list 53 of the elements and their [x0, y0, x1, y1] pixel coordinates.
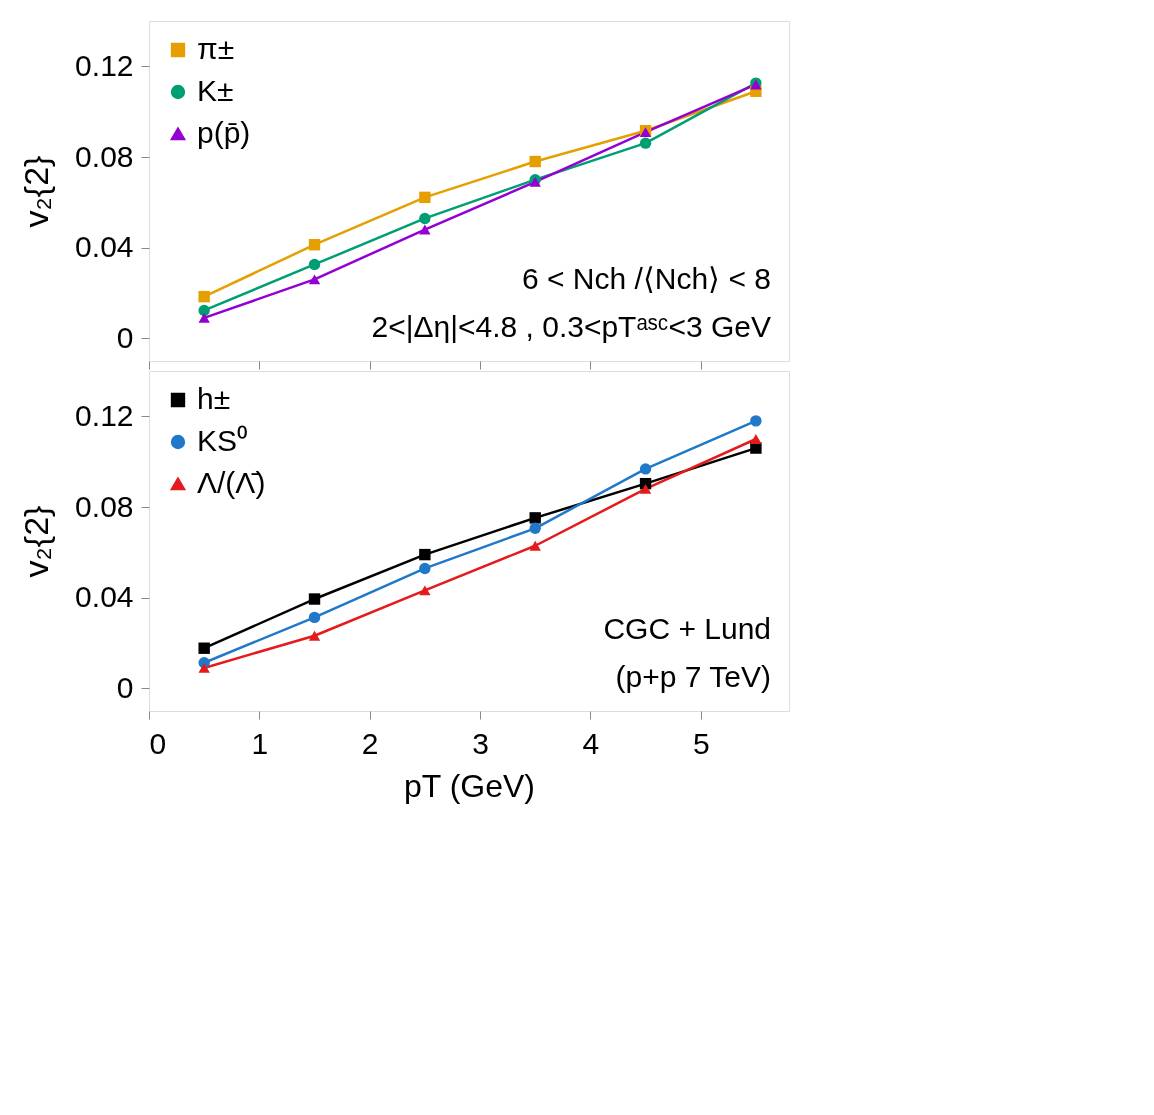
point	[419, 212, 431, 225]
point	[198, 313, 210, 323]
point	[419, 585, 431, 596]
point	[419, 224, 431, 235]
legend-label: p(p̄)	[197, 116, 251, 149]
annotation: CGC + Lund	[603, 612, 771, 645]
x-tick-label: 2	[361, 726, 379, 760]
y-tick-label: 0.04	[75, 230, 134, 264]
annotation: 2<|Δη|<4.8 , 0.3<pTᵃˢᶜ<3 GeV	[371, 310, 771, 343]
legend-label: h±	[197, 382, 231, 415]
point	[308, 593, 321, 605]
y-axis-title: v₂{2}	[17, 155, 56, 228]
y-tick-label: 0.12	[75, 398, 134, 432]
point	[529, 512, 541, 524]
point	[419, 191, 431, 204]
y-tick-label: 0.08	[75, 139, 134, 173]
point	[308, 274, 321, 285]
point	[198, 304, 210, 317]
point	[750, 434, 762, 444]
point	[308, 239, 321, 251]
point	[308, 258, 321, 271]
x-tick-label: 4	[582, 726, 600, 760]
x-tick-label: 0	[149, 726, 167, 760]
y-tick-label: 0.08	[75, 489, 134, 523]
point	[419, 562, 431, 575]
point	[198, 642, 210, 654]
annotation: (p+p 7 TeV)	[615, 660, 771, 693]
point	[750, 415, 762, 427]
legend-label: KS⁰	[197, 424, 249, 457]
point	[639, 137, 652, 149]
point	[308, 611, 321, 624]
point	[529, 540, 541, 551]
y-tick-label: 0.04	[75, 580, 134, 614]
point	[529, 522, 541, 534]
point	[639, 463, 652, 475]
legend-label: Λ/(Λ̄)	[197, 466, 266, 499]
point	[529, 155, 541, 168]
y-tick-label: 0	[116, 670, 134, 704]
y-tick-label: 0.12	[75, 48, 134, 82]
y-tick-label: 0	[116, 320, 134, 354]
annotation: 6 < Nch /⟨Nch⟩ < 8	[521, 262, 771, 295]
y-axis-title: v₂{2}	[17, 505, 56, 578]
point	[639, 483, 652, 494]
point	[419, 548, 431, 561]
point	[198, 663, 210, 673]
point	[198, 290, 210, 303]
legend-label: K±	[197, 74, 234, 107]
x-tick-label: 5	[692, 726, 710, 760]
point	[308, 630, 321, 641]
x-tick-label: 1	[251, 726, 269, 760]
x-axis-title: pT (GeV)	[404, 767, 535, 804]
x-tick-label: 3	[472, 726, 489, 760]
legend-label: π±	[197, 32, 235, 65]
